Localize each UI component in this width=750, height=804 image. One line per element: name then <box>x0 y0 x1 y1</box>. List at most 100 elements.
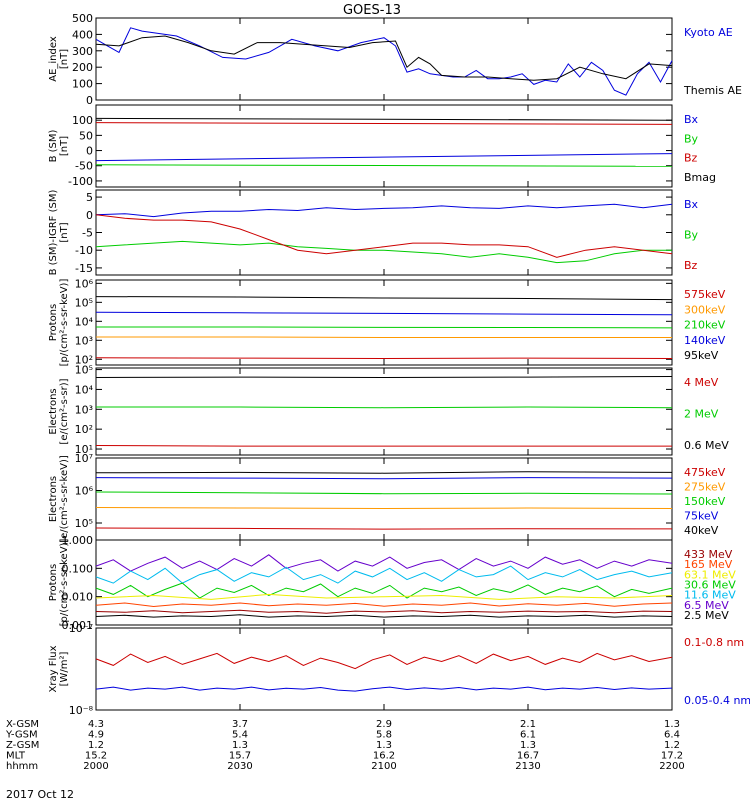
ephemeris-value: 2.1 <box>520 719 536 730</box>
ephemeris-value: 2200 <box>659 761 684 772</box>
y-axis-label-line: B (SM)-IGRF (SM) <box>48 190 59 276</box>
series-line-11-6-mev <box>95 565 673 584</box>
y-tick-label: -10 <box>75 244 93 257</box>
legend-entry: 210keV <box>684 319 726 332</box>
y-tick-label: 100 <box>72 114 93 127</box>
series-line-bmag <box>95 117 673 121</box>
legend-entry: 95keV <box>684 349 719 362</box>
y-tick-label: 10³ <box>75 403 93 416</box>
y-tick-label: 10⁻⁷ <box>69 622 93 635</box>
ephemeris-table: X-GSMY-GSMZ-GSMMLThhmm4.34.91.215.220003… <box>5 719 685 772</box>
y-tick-label: 10³ <box>75 334 93 347</box>
y-axis-label: B (SM)-IGRF (SM)[nT] <box>48 190 70 276</box>
y-tick-label: 500 <box>72 12 93 25</box>
panel-bdiff: -15 -10 -5 0 5 B (SM)-IGRF (SM)[nT] Bx By Bz <box>48 189 699 276</box>
series-line-kyoto-ae <box>95 27 673 96</box>
series-line-140kev <box>95 311 673 316</box>
series-line-433-mev <box>95 609 673 614</box>
series-line-165-mev <box>95 602 673 608</box>
series-line-bz <box>95 122 673 125</box>
y-tick-label: 10⁵ <box>75 296 93 309</box>
ephemeris-value: 1.2 <box>88 740 104 751</box>
ephemeris-value: 1.3 <box>664 719 680 730</box>
legend-entry: Bx <box>684 198 699 211</box>
y-tick-label: 300 <box>72 45 93 58</box>
y-axis-label: AE_index[nT] <box>48 36 70 82</box>
legend-entry: Themis AE <box>683 84 742 97</box>
y-axis-label-line: [e/(cm²-s-sr-keV)] <box>59 455 70 543</box>
series-line-0-1-0-8-nm <box>95 652 673 670</box>
y-tick-label: 10² <box>75 423 93 436</box>
ephemeris-value: 2100 <box>371 761 396 772</box>
legend-entry: By <box>684 132 699 145</box>
series-line-bx <box>95 203 673 218</box>
y-axis-label-line: Electrons <box>48 388 59 434</box>
y-tick-label: 0 <box>86 209 93 222</box>
y-axis-label: Xray Flux[W/m²] <box>48 645 70 692</box>
y-axis-label-line: [p/(cm²-s-sr-keV)] <box>59 279 70 367</box>
y-tick-label: -5 <box>82 227 93 240</box>
ephemeris-value: 5.4 <box>232 730 248 741</box>
ephemeris-value: 3.7 <box>232 719 248 730</box>
y-tick-label: 400 <box>72 28 93 41</box>
ephemeris-row-label: Y-GSM <box>5 730 38 741</box>
series-line-475kev <box>95 527 673 530</box>
series-line-4-mev <box>95 445 672 447</box>
legend-entry: 40keV <box>684 524 719 537</box>
y-tick-label: 50 <box>79 129 93 142</box>
legend-entry: Bz <box>684 259 698 272</box>
y-axis-label-line: Xray Flux <box>48 645 59 692</box>
y-axis-label-line: Electrons <box>48 476 59 522</box>
y-axis-label-line: B (SM) <box>48 129 59 162</box>
legend-entry: 30.6 MeV <box>684 579 736 592</box>
ephemeris-value: 2000 <box>83 761 108 772</box>
y-tick-label: 10¹ <box>75 443 93 456</box>
y-axis-label: Protons[p/(cm²-s-sr-keV)] <box>48 279 70 367</box>
figure-title: GOES-13 <box>343 3 401 18</box>
series-line-bz <box>95 214 673 258</box>
panel-frame <box>95 279 673 366</box>
ephemeris-value: 4.3 <box>88 719 104 730</box>
ephemeris-value: 6.4 <box>664 730 680 741</box>
legend-entry: 6.5 MeV <box>684 599 729 612</box>
y-tick-label: 5 <box>86 191 93 204</box>
series-line-300kev <box>96 336 672 338</box>
y-axis-label-line: AE_index <box>48 36 59 82</box>
legend-entry: 0.1-0.8 nm <box>684 636 744 649</box>
series-line-30-6-mev <box>95 582 673 599</box>
legend-entry: 300keV <box>684 303 726 316</box>
legend-entry: 4 MeV <box>684 376 719 389</box>
ephemeris-value: 4.9 <box>88 730 104 741</box>
y-tick-label: -50 <box>75 160 93 173</box>
y-tick-label: 10⁵ <box>75 364 93 377</box>
legend-entry: 0.6 MeV <box>684 439 729 452</box>
panel-xray: 10⁻⁸ 10⁻⁷ Xray Flux[W/m²] 0.1-0.8 nm 0.05-0.… <box>48 622 750 717</box>
series-line-150kev <box>95 491 673 495</box>
y-axis-label-line: [e/(cm²-s-sr)] <box>59 378 70 444</box>
ephemeris-value: 5.8 <box>376 730 392 741</box>
y-axis-label-line: [nT] <box>59 222 70 242</box>
panel-frame <box>95 627 673 711</box>
y-tick-label: 10⁵ <box>75 517 93 530</box>
ephemeris-value: 16.2 <box>373 751 395 762</box>
y-tick-label: 10⁴ <box>75 315 94 328</box>
legend-entry: 2.5 MeV <box>684 609 729 622</box>
series-line-0-05-0-4-nm <box>95 686 673 692</box>
legend-entry: 140keV <box>684 334 726 347</box>
ephemeris-row-label: Z-GSM <box>6 740 39 751</box>
panel-frame <box>95 17 673 101</box>
series-line-bx <box>95 153 673 162</box>
series-line-75kev <box>95 477 673 480</box>
series-line-themis-ae <box>95 35 673 81</box>
y-tick-label: 1.000 <box>62 534 94 547</box>
y-tick-label: 10⁻⁸ <box>69 704 94 717</box>
y-tick-label: 10⁶ <box>75 485 94 498</box>
panel-electrons_low: 10⁵ 10⁶ 10⁷ Electrons[e/(cm²-s-sr-keV)] 475k… <box>48 452 726 543</box>
ephemeris-value: 1.3 <box>232 740 248 751</box>
ephemeris-value: 15.7 <box>229 751 251 762</box>
panel-frame <box>95 104 673 188</box>
legend-entry: 75keV <box>684 510 719 523</box>
panel-frame <box>95 457 673 541</box>
